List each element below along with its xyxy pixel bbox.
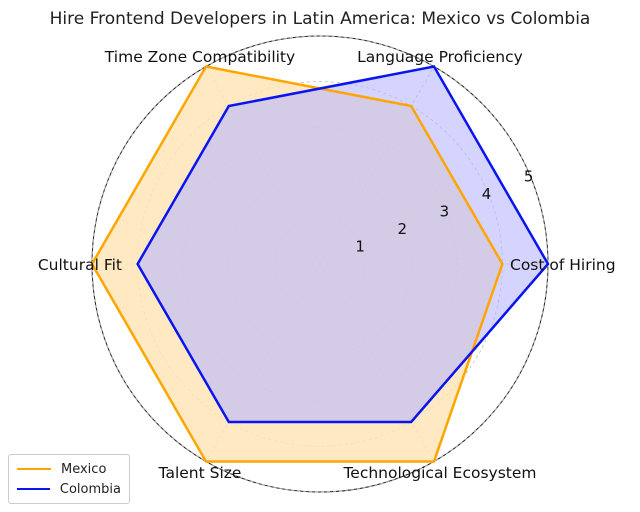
axis-label: Talent Size bbox=[158, 464, 242, 482]
series-line-colombia bbox=[136, 65, 550, 424]
legend-item-colombia: Colombia bbox=[17, 479, 121, 499]
axis-label: Cost of Hiring bbox=[510, 256, 616, 274]
axis-label: Technological Ecosystem bbox=[342, 464, 536, 482]
axis-labels: Cost of Hiring Language Proficiency Time… bbox=[38, 48, 616, 482]
axis-label: Language Proficiency bbox=[357, 48, 523, 66]
chart-title: Hire Frontend Developers in Latin Americ… bbox=[50, 9, 591, 29]
tick-label: 3 bbox=[440, 203, 450, 221]
tick-label: 1 bbox=[355, 238, 365, 256]
axis-label: Time Zone Compatibility bbox=[104, 48, 295, 66]
tick-label: 5 bbox=[524, 168, 534, 186]
tick-labels: 1 2 3 4 5 bbox=[355, 168, 533, 256]
axis-label: Cultural Fit bbox=[38, 256, 122, 274]
legend: Mexico Colombia bbox=[8, 454, 130, 504]
legend-item-mexico: Mexico bbox=[17, 459, 121, 479]
tick-label: 4 bbox=[482, 185, 492, 203]
series-layer bbox=[90, 65, 550, 463]
legend-swatch-mexico bbox=[17, 468, 51, 470]
tick-label: 2 bbox=[397, 220, 407, 238]
legend-label: Colombia bbox=[59, 481, 121, 497]
legend-swatch-colombia bbox=[17, 488, 50, 490]
series-line-mexico bbox=[90, 65, 504, 463]
series-area-colombia bbox=[137, 66, 548, 422]
legend-label: Mexico bbox=[61, 461, 107, 477]
